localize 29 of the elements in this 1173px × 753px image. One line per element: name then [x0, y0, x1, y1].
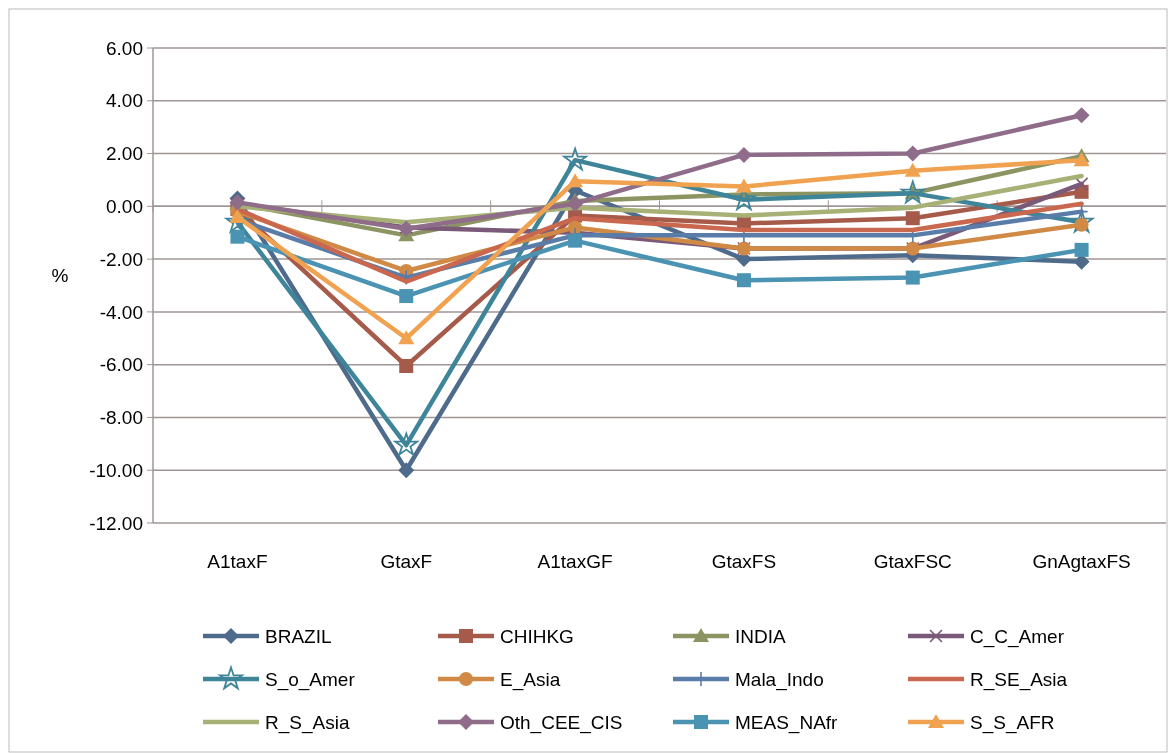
- x-tick-label: GtaxFSC: [873, 551, 952, 572]
- x-tick-label: GtaxF: [380, 551, 433, 572]
- legend-label: Mala_Indo: [735, 668, 824, 691]
- legend-label: C_C_Amer: [970, 625, 1065, 648]
- legend-label: R_SE_Asia: [970, 668, 1068, 691]
- x-tick-label: A1taxGF: [537, 551, 613, 572]
- legend-label: CHIHKG: [500, 625, 574, 647]
- y-tick-label: -4.00: [99, 301, 143, 323]
- legend-label: S_o_Amer: [265, 668, 356, 691]
- y-tick-label: 6.00: [106, 37, 143, 59]
- y-tick-label: -8.00: [99, 407, 143, 429]
- legend-label: Oth_CEE_CIS: [500, 711, 623, 734]
- y-tick-label: 2.00: [106, 143, 143, 165]
- legend-label: E_Asia: [500, 668, 561, 691]
- y-tick-label: -2.00: [99, 248, 143, 270]
- x-tick-label: GnAgtaxFS: [1032, 551, 1131, 572]
- y-tick-label: -6.00: [99, 354, 143, 376]
- y-tick-label: -10.00: [89, 459, 143, 481]
- y-tick-label: 0.00: [106, 195, 143, 217]
- x-tick-label: GtaxFS: [711, 551, 777, 572]
- legend-label: INDIA: [735, 625, 786, 647]
- x-tick-label: A1taxF: [207, 551, 268, 572]
- y-tick-label: 4.00: [106, 90, 143, 112]
- legend-label: R_S_Asia: [265, 711, 350, 734]
- legend-label: S_S_AFR: [970, 711, 1055, 734]
- y-axis-title: %: [51, 265, 69, 287]
- legend-label: MEAS_NAfr: [735, 711, 839, 734]
- y-tick-label: -12.00: [89, 512, 143, 534]
- legend-label: BRAZIL: [265, 625, 332, 647]
